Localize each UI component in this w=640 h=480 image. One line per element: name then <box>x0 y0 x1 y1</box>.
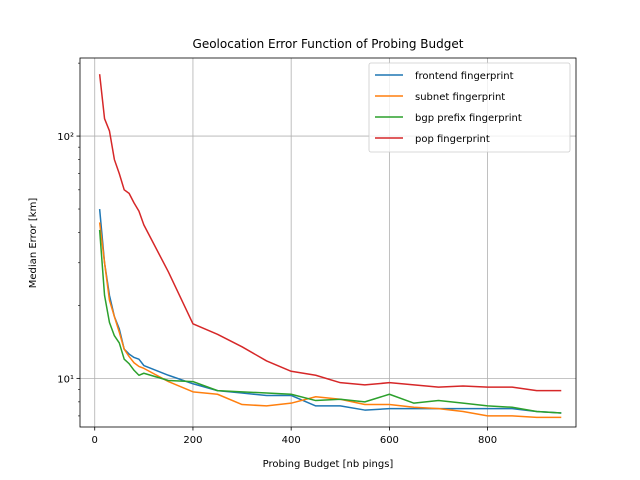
series-lines <box>98 74 562 419</box>
legend-label: pop fingerprint <box>415 134 490 145</box>
legend-box <box>368 62 571 153</box>
x-tick-label: 400 <box>282 435 301 446</box>
legend-label: subnet fingerprint <box>415 92 505 103</box>
x-axis-label: Probing Budget [nb pings] <box>263 459 394 470</box>
y-tick-label: 10² <box>57 132 74 143</box>
plot-frame <box>79 57 577 428</box>
legend-label: frontend fingerprint <box>415 71 514 82</box>
series-line-2 <box>98 222 562 419</box>
y-tick-label: 10¹ <box>57 374 74 385</box>
x-tick-label: 800 <box>478 435 497 446</box>
chart-title: Geolocation Error Function of Probing Bu… <box>193 37 464 51</box>
y-axis-label: Median Error [km] <box>28 198 39 289</box>
x-tick-label: 0 <box>92 435 98 446</box>
axis-ticks: 0 200 400 600 800 10¹ 10² <box>57 62 497 446</box>
x-tick-label: 200 <box>183 435 202 446</box>
x-tick-label: 600 <box>380 435 399 446</box>
series-line-4 <box>98 74 562 392</box>
legend: frontend fingerprint subnet fingerprint bg… <box>368 62 571 153</box>
legend-label: bgp prefix fingerprint <box>415 113 522 124</box>
series-line-3 <box>98 229 562 414</box>
